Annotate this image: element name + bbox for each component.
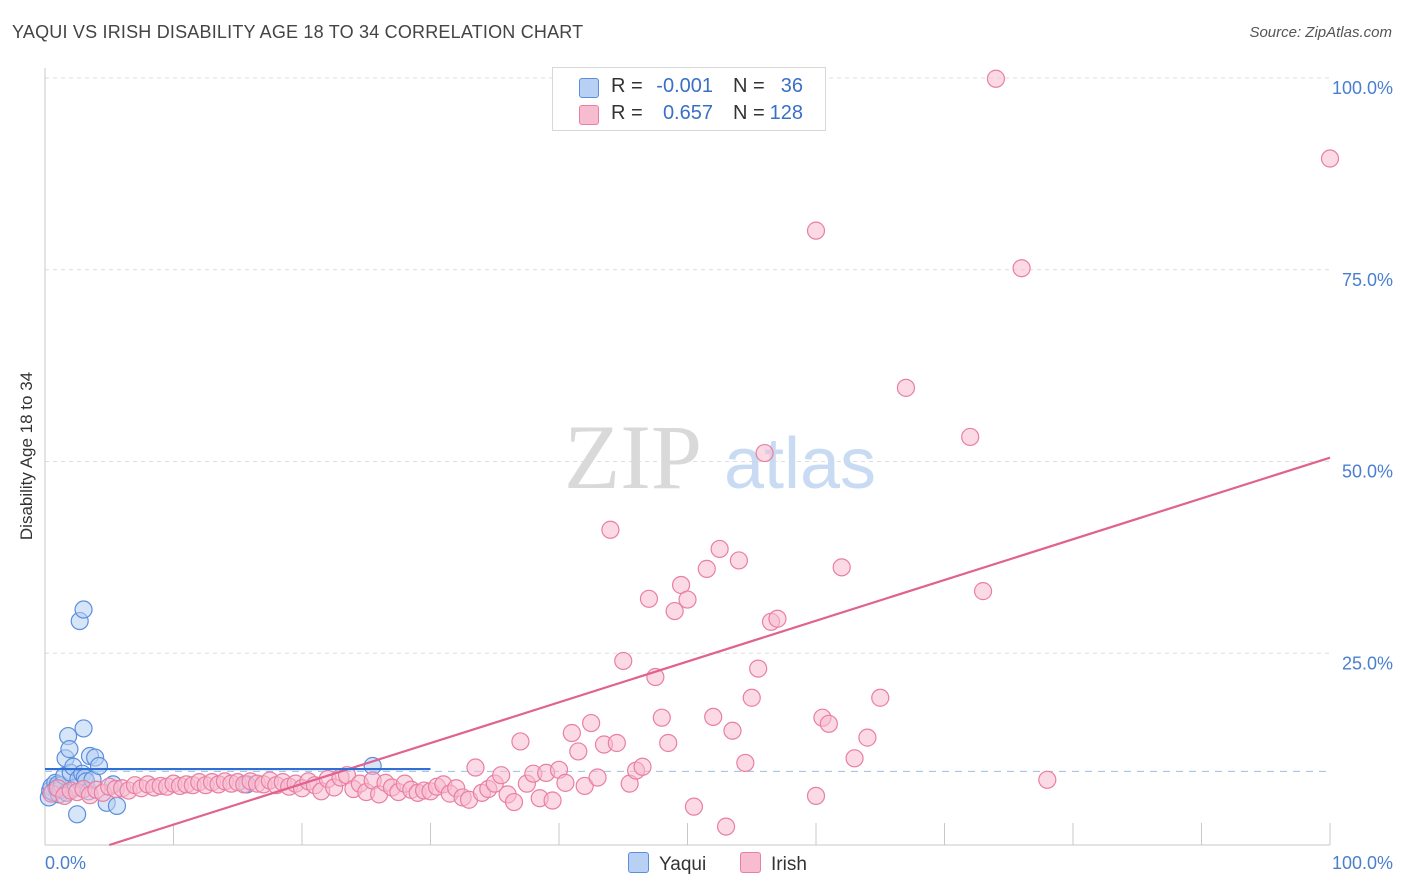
irish-point	[845, 749, 864, 768]
yaqui-r-label: R =	[611, 75, 643, 97]
irish-point	[607, 733, 626, 753]
irish-point	[575, 776, 594, 796]
irish-legend-label: Irish	[771, 854, 807, 875]
irish-point	[716, 817, 736, 836]
bottom-legend-irish: Irish	[740, 852, 807, 876]
yaqui-legend-swatch	[628, 852, 649, 873]
trend-lines	[45, 456, 1331, 847]
irish-point	[768, 609, 787, 628]
y-tick-label: 100.0%	[1332, 78, 1393, 98]
irish-point	[961, 427, 980, 447]
irish-point	[1012, 259, 1031, 278]
watermark-atlas: atlas	[724, 424, 876, 504]
irish-point	[858, 728, 877, 747]
irish-point	[742, 688, 761, 707]
y-axis-label: Disability Age 18 to 34	[17, 372, 36, 540]
irish-point	[582, 713, 601, 733]
irish-point	[466, 758, 485, 777]
irish-point	[569, 742, 588, 761]
irish-point	[755, 443, 774, 463]
irish-swatch	[579, 105, 599, 125]
irish-points	[42, 69, 1340, 836]
axes	[44, 68, 1331, 846]
irish-point	[678, 590, 697, 609]
yaqui-r-value: -0.001	[656, 75, 713, 97]
irish-point	[697, 559, 716, 578]
yaqui-point	[60, 740, 79, 759]
irish-n-label: N =	[733, 102, 765, 124]
irish-point	[633, 757, 652, 776]
irish-point	[659, 733, 678, 753]
yaqui-n-label: N =	[733, 75, 765, 97]
irish-r-value: 0.657	[662, 102, 713, 124]
irish-point	[492, 766, 511, 785]
irish-point	[723, 721, 742, 740]
watermark-zip: ZIP	[564, 406, 702, 508]
yaqui-swatch	[579, 78, 599, 98]
irish-point	[1320, 149, 1340, 168]
irish-point	[736, 753, 755, 773]
irish-point	[819, 714, 838, 733]
x-tick-label-min: 0.0%	[45, 853, 86, 873]
source-label: Source: ZipAtlas.com	[1249, 24, 1392, 41]
yaqui-legend-label: Yaqui	[659, 854, 707, 875]
irish-trend-line	[108, 456, 1331, 847]
irish-point	[543, 791, 562, 810]
irish-point	[665, 601, 684, 621]
irish-point	[1038, 770, 1057, 789]
y-tick-label: 50.0%	[1342, 462, 1393, 482]
irish-point	[562, 723, 581, 743]
yaqui-point	[68, 805, 87, 824]
irish-point	[806, 786, 826, 806]
irish-point	[749, 659, 768, 678]
y-tick-label: 25.0%	[1342, 653, 1393, 673]
irish-point	[652, 708, 671, 727]
tick-labels: 25.0% 50.0% 75.0% 100.0% 0.0% 100.0%	[45, 78, 1393, 873]
irish-point	[710, 539, 729, 559]
y-tick-label: 75.0%	[1342, 270, 1393, 290]
irish-point	[704, 707, 723, 727]
irish-point	[601, 520, 620, 539]
irish-point	[588, 768, 607, 787]
chart-title: YAQUI VS IRISH DISABILITY AGE 18 TO 34 C…	[12, 22, 584, 42]
irish-point	[986, 69, 1006, 88]
bottom-legend-yaqui: Yaqui	[628, 852, 706, 876]
irish-r-label: R =	[611, 102, 643, 124]
irish-legend-swatch	[740, 852, 761, 873]
irish-point	[504, 792, 524, 812]
irish-point	[832, 558, 851, 577]
yaqui-point	[74, 719, 93, 738]
yaqui-point	[74, 600, 93, 619]
irish-point	[556, 773, 575, 792]
yaqui-point	[107, 796, 127, 815]
irish-point	[639, 589, 659, 608]
yaqui-point	[89, 756, 109, 776]
irish-point	[871, 688, 890, 707]
irish-point	[896, 378, 916, 397]
irish-point	[614, 651, 633, 671]
yaqui-n-value: 36	[780, 75, 803, 97]
irish-point	[806, 221, 826, 240]
legend-row-irish: R = 0.657 N = 128	[553, 102, 825, 128]
irish-point	[511, 732, 530, 751]
correlation-legend: R = -0.001 N = 36 R = 0.657 N = 128	[552, 67, 826, 131]
irish-point	[973, 582, 993, 601]
x-tick-label-max: 100.0%	[1332, 853, 1393, 873]
legend-row-yaqui: R = -0.001 N = 36	[553, 75, 825, 101]
irish-point	[729, 551, 749, 570]
irish-n-value: 128	[769, 102, 803, 124]
irish-point	[684, 797, 704, 816]
